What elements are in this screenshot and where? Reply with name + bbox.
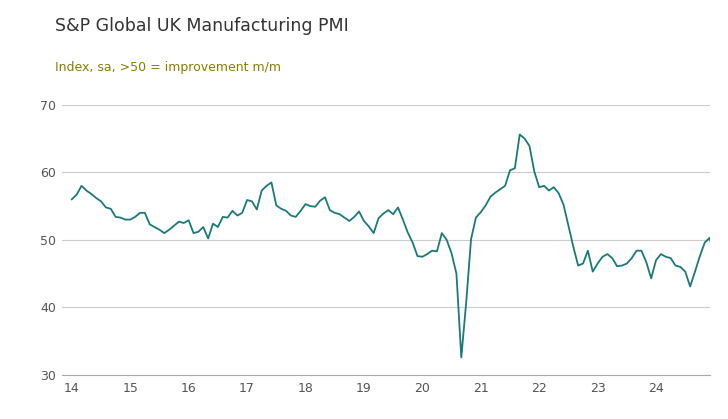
Text: S&P Global UK Manufacturing PMI: S&P Global UK Manufacturing PMI: [55, 17, 349, 35]
Text: Index, sa, >50 = improvement m/m: Index, sa, >50 = improvement m/m: [55, 61, 280, 74]
